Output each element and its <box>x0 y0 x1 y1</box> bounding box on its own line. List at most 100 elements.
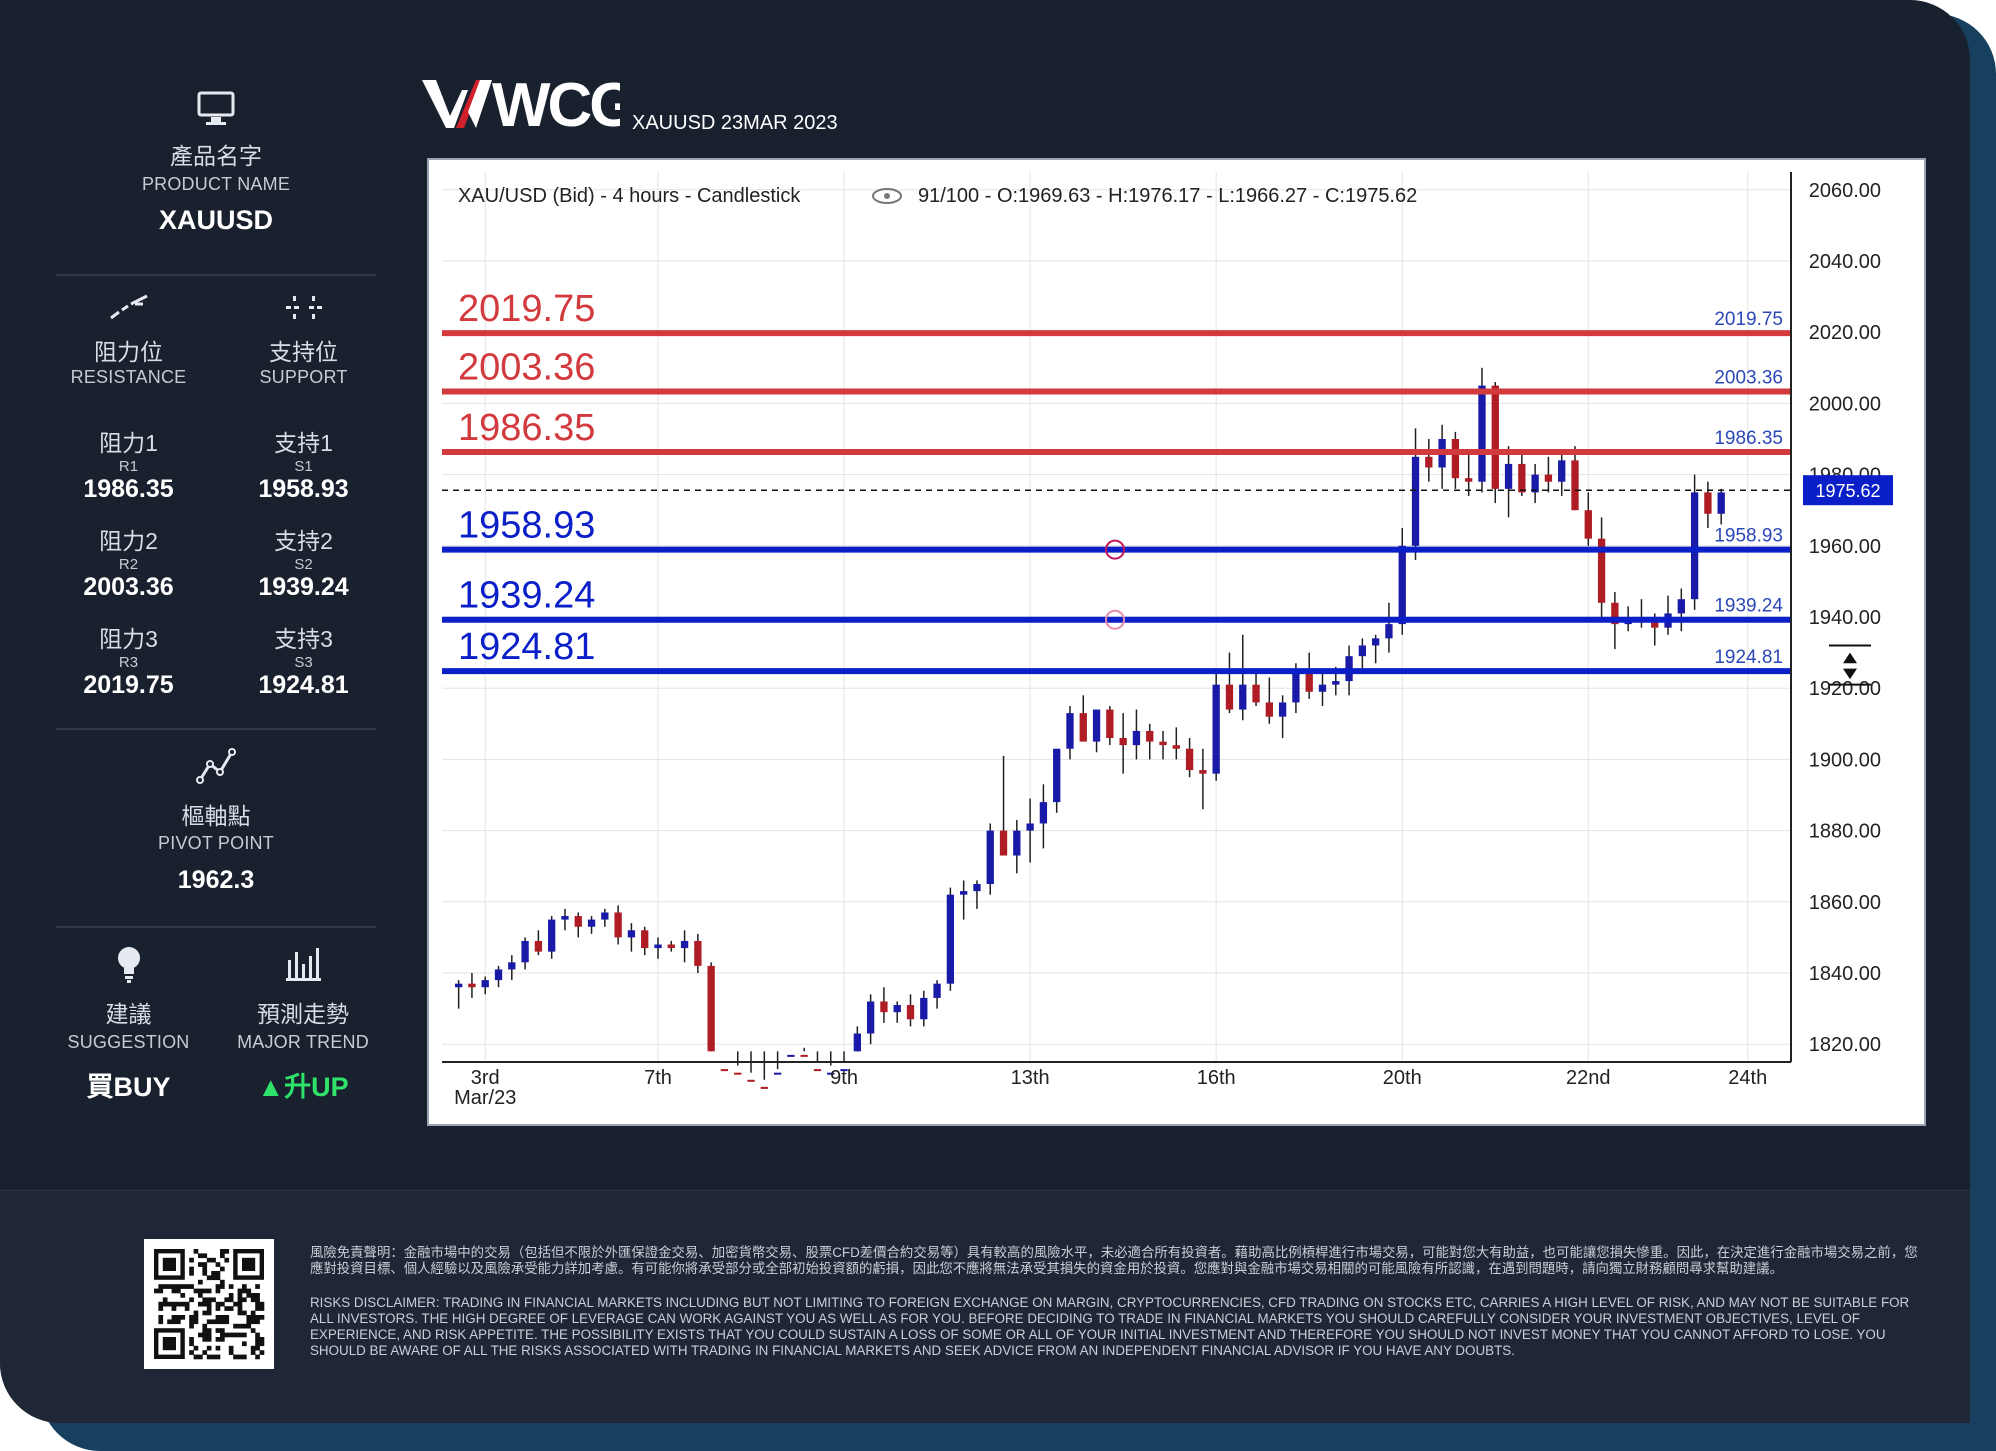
x-tick-label: 24th <box>1728 1067 1767 1089</box>
y-axis-panel <box>1792 172 1908 1102</box>
candle-body <box>468 983 476 988</box>
candle-body <box>747 1079 755 1082</box>
candle-body <box>680 940 689 949</box>
candle-body <box>481 980 489 988</box>
x-tick-label: 20th <box>1383 1067 1422 1089</box>
candle-body <box>1066 713 1074 749</box>
level-label-right: 1958.93 <box>1714 526 1783 547</box>
candle-body <box>999 830 1008 856</box>
candle-body <box>1504 463 1513 489</box>
candle-body <box>1092 709 1101 742</box>
candle-body <box>800 1054 808 1057</box>
candle-body <box>1411 456 1420 546</box>
s3-value: 1924.81 <box>258 671 349 699</box>
s1-value: 1958.93 <box>258 475 349 503</box>
candle-body <box>641 930 649 949</box>
support-heading-zh: 支持位 <box>269 339 338 365</box>
trend-en: MAJOR TREND <box>237 1032 369 1052</box>
disclaimer-en: RISKS DISCLAIMER: TRADING IN FINANCIAL M… <box>310 1295 1910 1358</box>
level-label-left: 1924.81 <box>458 626 595 668</box>
support-heading-en: SUPPORT <box>259 367 348 387</box>
lightbulb-icon <box>117 947 140 983</box>
chart-title: XAU/USD (Bid) - 4 hours - Candlestick <box>458 185 801 207</box>
candle-body <box>1558 460 1566 482</box>
bar-chart-icon <box>286 948 321 981</box>
candle-body <box>707 965 715 1052</box>
candle-body <box>1265 702 1273 717</box>
suggestion-en: SUGGESTION <box>67 1032 190 1052</box>
logo-text: WCG <box>492 74 620 134</box>
triangle-up-icon: ▲ <box>257 1072 285 1102</box>
level-label-left: 1986.35 <box>458 407 595 449</box>
disclaimer-zh: 風險免責聲明：金融市場中的交易（包括但不限於外匯保證金交易、加密貨幣交易、股票C… <box>310 1245 1918 1276</box>
resistance-heading-en: RESISTANCE <box>70 367 187 387</box>
candle-body <box>986 830 994 884</box>
r1-value: 1986.35 <box>83 475 174 503</box>
candle-body <box>1305 670 1313 692</box>
candle-body <box>1252 684 1260 703</box>
candle-body <box>587 919 596 927</box>
candle-body <box>1185 748 1194 771</box>
candle-body <box>1119 738 1127 746</box>
candle-body <box>694 940 702 966</box>
candle-body <box>548 919 556 952</box>
s3-code: S3 <box>294 654 313 671</box>
r1-code: R1 <box>118 458 139 475</box>
candle-body <box>893 1005 901 1013</box>
candle-body <box>827 1072 835 1075</box>
report-card: 產品名字 PRODUCT NAME XAUUSD 阻力位 RESISTANCE … <box>0 0 1970 1423</box>
candle-body <box>494 969 503 981</box>
candle-body <box>1597 538 1606 603</box>
y-tick-label: 2000.00 <box>1809 393 1881 415</box>
y-tick-label: 2040.00 <box>1809 251 1881 273</box>
r2-code: R2 <box>118 556 139 573</box>
chart-area: 2019.75 2019.75 2003.36 2003.36 1986.35 1986.… <box>440 172 1908 1109</box>
trend-value-wrap: ▲升UP <box>218 1065 388 1104</box>
candle-body <box>1571 460 1579 511</box>
eye-icon <box>884 193 890 199</box>
candle-body <box>1451 439 1460 479</box>
candle-body <box>1544 474 1553 482</box>
candle-body <box>561 916 569 920</box>
pivot-zh: 樞軸點 <box>181 803 251 829</box>
candle-body <box>601 912 609 920</box>
candle-body <box>973 884 981 892</box>
chart-ohlc-info: 91/100 - O:1969.63 - H:1976.17 - L:1966.… <box>918 185 1417 207</box>
candle-body <box>840 1069 848 1072</box>
report-subtitle: XAUUSD 23MAR 2023 <box>632 112 838 134</box>
y-tick-label: 2020.00 <box>1809 322 1881 344</box>
marker-circle <box>1105 539 1125 560</box>
candle-body <box>1079 713 1087 742</box>
candle-body <box>1239 684 1247 710</box>
candle-body <box>654 944 662 949</box>
resistance-heading-zh: 阻力位 <box>94 339 163 365</box>
x-tick-label: 9th <box>830 1067 858 1089</box>
candle-body <box>1146 730 1154 742</box>
level-label-left: 1958.93 <box>458 505 595 547</box>
level-label-right: 2003.36 <box>1714 367 1783 388</box>
candle-body <box>667 944 675 949</box>
candle-body <box>906 1005 915 1020</box>
candle-body <box>1053 748 1061 803</box>
candle-body <box>1318 684 1327 692</box>
level-label-right: 1939.24 <box>1714 596 1783 617</box>
level-label-right: 2019.75 <box>1714 309 1783 330</box>
candle-body <box>1372 638 1380 646</box>
candle-body <box>1278 702 1287 717</box>
s2-code: S2 <box>294 556 313 573</box>
candle-body <box>1332 681 1340 685</box>
candle-body <box>720 1069 729 1072</box>
y-tick-label: 1960.00 <box>1809 536 1881 558</box>
level-label-left: 2019.75 <box>458 288 595 330</box>
candle-body <box>1611 602 1619 625</box>
candle-body <box>627 930 636 938</box>
s1-code: S1 <box>294 458 313 475</box>
candle-body <box>1465 478 1473 482</box>
eye-icon <box>872 188 902 204</box>
candle-body <box>1013 830 1021 856</box>
candle-body <box>1026 823 1034 831</box>
footer: 風險免責聲明：金融市場中的交易（包括但不限於外匯保證金交易、加密貨幣交易、股票C… <box>0 1190 1970 1423</box>
level-label-left: 1939.24 <box>458 575 595 617</box>
divider <box>56 728 376 730</box>
candle-body <box>508 962 516 970</box>
